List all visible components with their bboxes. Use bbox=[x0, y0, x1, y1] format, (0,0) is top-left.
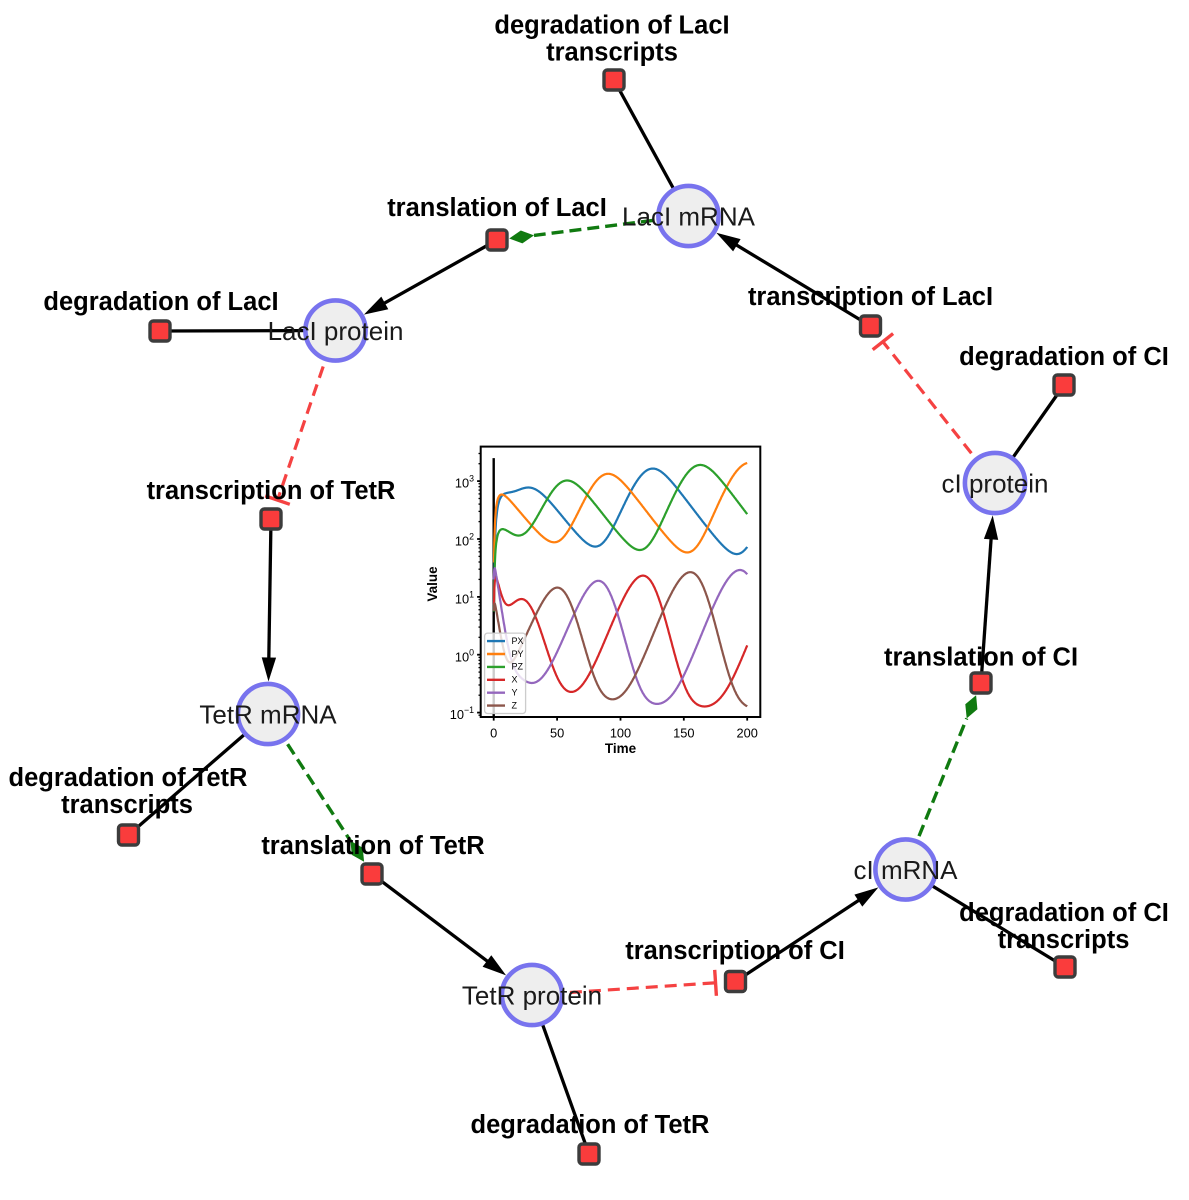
svg-text:101: 101 bbox=[455, 590, 474, 607]
svg-text:transcription of LacI: transcription of LacI bbox=[748, 283, 993, 311]
svg-text:10−1: 10−1 bbox=[450, 705, 474, 722]
svg-text:degradation of LacI: degradation of LacI bbox=[494, 12, 729, 40]
svg-text:transcripts: transcripts bbox=[546, 39, 678, 67]
svg-text:TetR mRNA: TetR mRNA bbox=[199, 700, 337, 730]
svg-text:PX: PX bbox=[512, 636, 524, 646]
svg-text:0: 0 bbox=[490, 725, 497, 740]
svg-text:cI mRNA: cI mRNA bbox=[854, 855, 959, 885]
svg-text:PY: PY bbox=[512, 649, 524, 659]
svg-text:degradation of LacI: degradation of LacI bbox=[43, 288, 278, 316]
svg-text:Z: Z bbox=[512, 700, 518, 710]
svg-text:transcripts: transcripts bbox=[61, 791, 193, 819]
svg-text:X: X bbox=[512, 675, 518, 685]
svg-text:degradation of CI: degradation of CI bbox=[959, 343, 1169, 371]
svg-text:transcripts: transcripts bbox=[998, 926, 1130, 954]
svg-text:degradation of CI: degradation of CI bbox=[959, 899, 1169, 927]
svg-text:50: 50 bbox=[550, 725, 564, 740]
svg-text:100: 100 bbox=[610, 725, 631, 740]
svg-text:degradation of TetR: degradation of TetR bbox=[471, 1111, 710, 1139]
svg-text:Time: Time bbox=[605, 741, 637, 756]
svg-text:150: 150 bbox=[673, 725, 694, 740]
svg-text:103: 103 bbox=[455, 474, 474, 491]
svg-text:Value: Value bbox=[425, 566, 440, 602]
svg-text:cI protein: cI protein bbox=[942, 469, 1049, 499]
svg-text:degradation of TetR: degradation of TetR bbox=[9, 764, 248, 792]
svg-text:translation of TetR: translation of TetR bbox=[261, 832, 484, 860]
svg-text:transcription of CI: transcription of CI bbox=[625, 937, 845, 965]
svg-text:102: 102 bbox=[455, 532, 474, 549]
svg-text:translation of LacI: translation of LacI bbox=[387, 194, 607, 222]
svg-text:LacI mRNA: LacI mRNA bbox=[622, 202, 756, 232]
svg-text:TetR protein: TetR protein bbox=[462, 981, 602, 1011]
svg-text:LacI protein: LacI protein bbox=[268, 316, 404, 346]
svg-text:translation of CI: translation of CI bbox=[884, 644, 1078, 672]
svg-text:200: 200 bbox=[737, 725, 758, 740]
svg-text:transcription of TetR: transcription of TetR bbox=[147, 477, 396, 505]
svg-text:PZ: PZ bbox=[512, 662, 524, 672]
svg-text:Y: Y bbox=[512, 688, 518, 698]
svg-text:100: 100 bbox=[455, 647, 474, 664]
